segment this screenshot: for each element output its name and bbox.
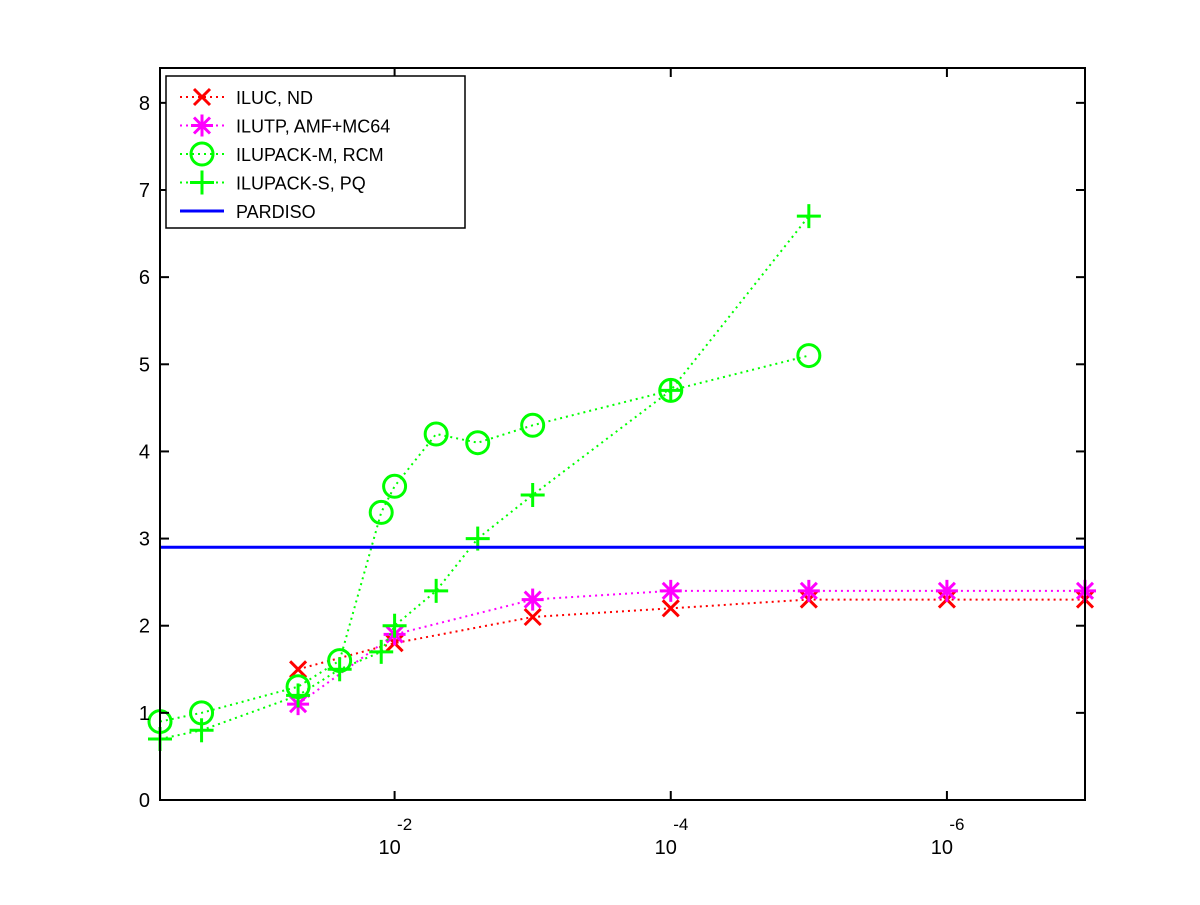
data-point-2-4 [368,499,394,525]
legend-box [165,75,466,229]
legend-label-2: ILUPACK-M, RCM [236,145,384,165]
y-tick-label-3: 3 [139,529,150,551]
y-tick-label-8: 8 [139,93,150,115]
x-tick-exponent-2: -6 [949,815,964,834]
data-point-3-6 [424,578,449,603]
series-line-3 [159,215,810,740]
legend-marker-3 [190,170,214,195]
y-tick-label-0: 0 [139,790,150,812]
y-tick-label-1: 1 [139,703,150,725]
data-point-3-5 [382,613,407,638]
data-point-3-8 [520,483,545,507]
data-point-1-3 [659,579,682,602]
data-point-2-8 [520,412,546,438]
data-point-0-3 [661,599,680,618]
data-point-3-9 [658,378,683,403]
x-tick-base-1: 10 [655,837,677,859]
data-point-3-1 [189,718,214,743]
legend-entry-0: ILUC, ND [180,87,313,108]
y-tick-label-6: 6 [139,267,150,289]
legend-entry-4: PARDISO [180,202,316,222]
plot-frame [159,67,1086,801]
legend-marker-0 [192,87,212,107]
data-point-3-4 [369,639,394,664]
y-tick-label-4: 4 [139,441,150,463]
data-point-3-10 [796,204,821,229]
data-point-3-3 [327,657,352,682]
data-point-1-2 [521,588,544,611]
x-tick-exponent-1: -4 [673,815,688,834]
data-point-2-5 [382,473,408,499]
x-tick-base-0: 10 [378,837,400,859]
legend-label-1: ILUTP, AMF+MC64 [236,117,390,137]
data-point-0-0 [289,660,308,679]
legend-entry-3: ILUPACK-S, PQ [180,170,366,195]
y-tick-label-2: 2 [139,616,150,638]
data-point-2-7 [465,430,491,456]
legend-entry-2: ILUPACK-M, RCM [180,141,384,167]
y-tick-label-7: 7 [139,180,150,202]
x-tick-exponent-0: -2 [397,815,412,834]
legend-entry-1: ILUTP, AMF+MC64 [180,114,390,137]
series-3 [148,204,821,751]
series-line-2 [159,354,810,723]
legend-marker-2 [189,141,215,167]
y-tick-label-5: 5 [139,354,150,376]
legend-label-0: ILUC, ND [236,88,313,108]
series-2 [147,343,822,735]
data-point-1-4 [797,579,820,602]
data-point-2-6 [423,421,449,447]
data-point-1-5 [935,579,958,602]
data-point-3-2 [286,683,311,708]
legend-label-3: ILUPACK-S, PQ [236,174,366,194]
data-point-2-10 [796,343,822,369]
x-tick-base-2: 10 [931,837,953,859]
legend-marker-1 [191,114,213,137]
legend-label-4: PARDISO [236,202,316,222]
data-point-0-2 [523,607,542,627]
